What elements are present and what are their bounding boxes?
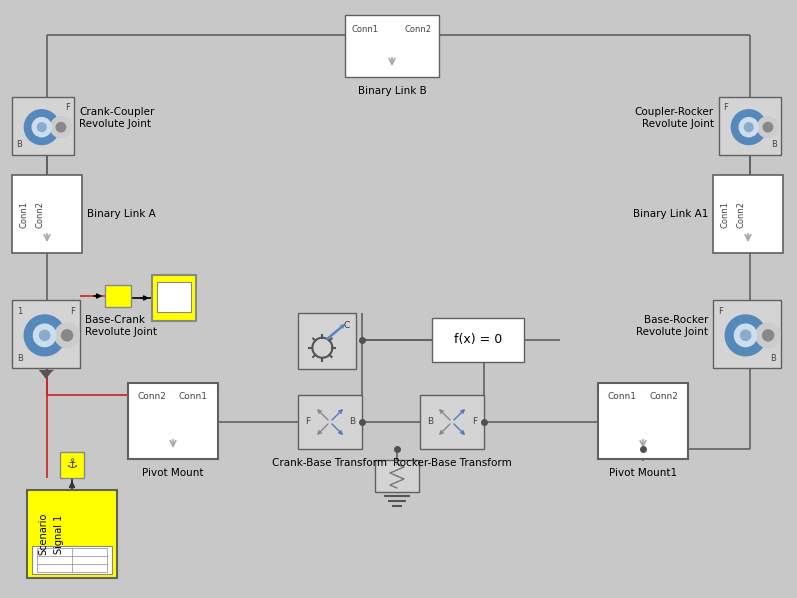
Text: C: C (344, 321, 350, 330)
Circle shape (740, 330, 751, 340)
Text: Conn1: Conn1 (19, 200, 29, 227)
Bar (37, 124, 69, 130)
Bar (128, 383, 218, 459)
Text: Conn2: Conn2 (138, 392, 167, 401)
Text: Conn2: Conn2 (649, 392, 678, 401)
Bar (27, 490, 117, 578)
Text: Binary Link B: Binary Link B (358, 86, 426, 96)
Circle shape (756, 323, 780, 347)
Text: Conn1: Conn1 (608, 392, 637, 401)
Bar (38, 332, 77, 339)
Bar (298, 313, 356, 369)
Bar (420, 395, 484, 449)
Text: B: B (349, 417, 355, 426)
Circle shape (50, 117, 72, 138)
Circle shape (61, 330, 73, 341)
Bar (744, 124, 776, 130)
Circle shape (734, 324, 757, 347)
Text: Conn1: Conn1 (352, 25, 379, 34)
Text: B: B (17, 354, 23, 363)
Text: Signal 1: Signal 1 (54, 514, 64, 554)
Text: Conn2: Conn2 (36, 200, 45, 227)
Text: Base-Crank
Revolute Joint: Base-Crank Revolute Joint (85, 315, 157, 337)
Circle shape (55, 323, 80, 347)
Text: f(x) = 0: f(x) = 0 (453, 334, 502, 346)
Circle shape (732, 110, 766, 145)
Text: Binary Link A: Binary Link A (87, 209, 155, 219)
Circle shape (739, 118, 758, 137)
Circle shape (32, 118, 51, 137)
Text: F: F (723, 103, 728, 112)
Bar (157, 282, 191, 312)
Text: Pivot Mount: Pivot Mount (142, 468, 204, 478)
Text: Conn1: Conn1 (720, 200, 729, 227)
Text: Binary Link A1: Binary Link A1 (633, 209, 708, 219)
Text: F: F (718, 307, 723, 316)
Circle shape (57, 123, 65, 132)
Circle shape (725, 315, 766, 356)
FancyArrow shape (325, 324, 345, 341)
Text: Scenario: Scenario (38, 513, 48, 555)
Text: Coupler-Rocker
Revolute Joint: Coupler-Rocker Revolute Joint (635, 107, 714, 129)
Bar (12, 97, 74, 155)
Text: F: F (70, 307, 75, 316)
Bar (32, 546, 112, 574)
Circle shape (37, 123, 46, 132)
Text: Conn2: Conn2 (736, 200, 745, 227)
Circle shape (744, 123, 753, 132)
Circle shape (763, 330, 774, 341)
Text: Base-Rocker
Revolute Joint: Base-Rocker Revolute Joint (636, 315, 708, 337)
Text: Conn1: Conn1 (179, 392, 208, 401)
Bar (37, 548, 107, 572)
Bar (345, 15, 439, 77)
Bar (598, 383, 688, 459)
Bar (719, 97, 781, 155)
Text: 1: 1 (17, 307, 22, 316)
Circle shape (33, 324, 56, 347)
Bar (12, 300, 80, 368)
Bar (432, 318, 524, 362)
Text: F: F (472, 417, 477, 426)
Bar (12, 175, 82, 253)
Text: Conn2: Conn2 (405, 25, 432, 34)
Text: B: B (770, 354, 776, 363)
Bar (152, 275, 196, 321)
Bar (105, 285, 131, 307)
Text: F: F (305, 417, 310, 426)
Text: B: B (427, 417, 433, 426)
Polygon shape (39, 370, 53, 379)
Text: ⚓: ⚓ (66, 459, 77, 471)
Bar (298, 395, 362, 449)
Text: B: B (16, 140, 22, 149)
Bar (375, 460, 419, 492)
Text: Rocker-Base Transform: Rocker-Base Transform (393, 458, 512, 468)
Circle shape (757, 117, 779, 138)
Circle shape (764, 123, 772, 132)
Bar (713, 300, 781, 368)
Text: Crank-Coupler
Revolute Joint: Crank-Coupler Revolute Joint (79, 107, 155, 129)
Text: Pivot Mount1: Pivot Mount1 (609, 468, 677, 478)
Circle shape (40, 330, 49, 340)
Bar (60, 452, 84, 478)
Bar (713, 175, 783, 253)
Text: B: B (771, 140, 777, 149)
Text: Crank-Base Transform: Crank-Base Transform (273, 458, 387, 468)
Circle shape (24, 315, 65, 356)
Bar (740, 332, 779, 339)
Text: F: F (65, 103, 70, 112)
Circle shape (25, 110, 59, 145)
